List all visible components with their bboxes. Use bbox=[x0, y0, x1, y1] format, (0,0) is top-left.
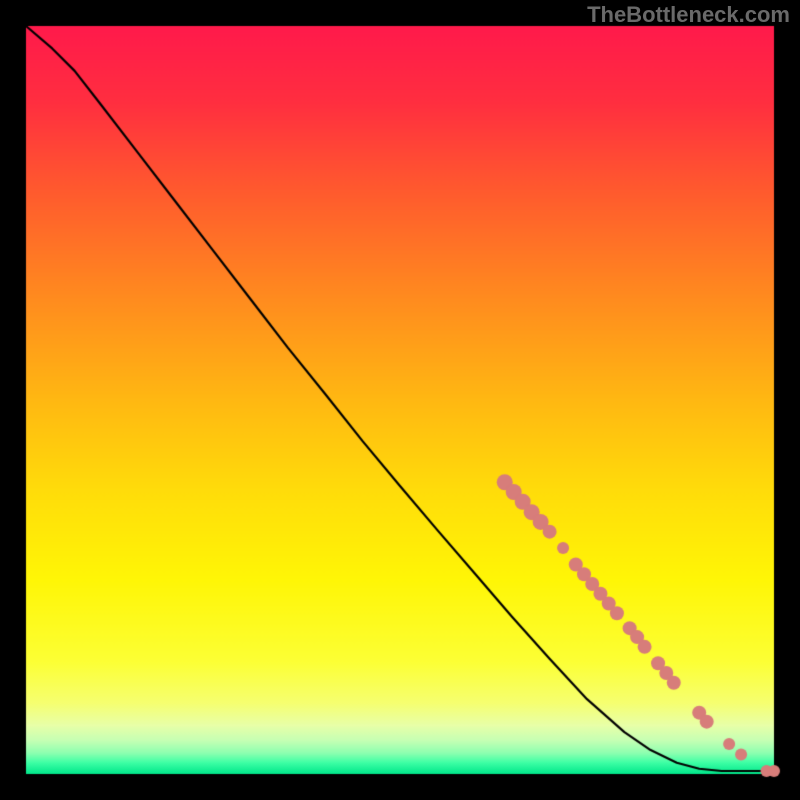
chart-stage: TheBottleneck.com bbox=[0, 0, 800, 800]
watermark-text: TheBottleneck.com bbox=[587, 2, 790, 28]
bottleneck-curve-chart bbox=[0, 0, 800, 800]
